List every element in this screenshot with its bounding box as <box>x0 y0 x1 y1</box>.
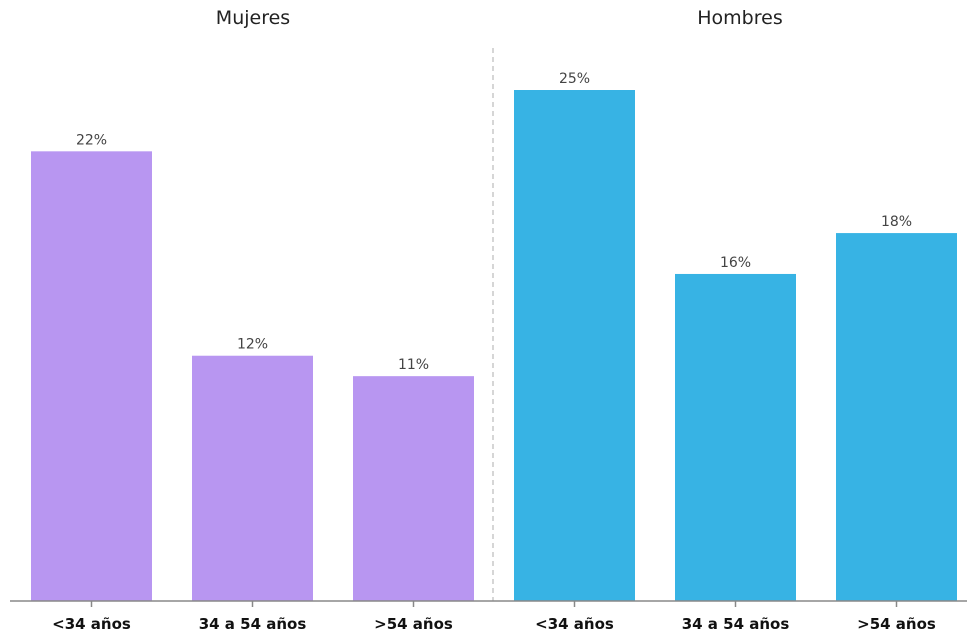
value-label-hombres-1: 16% <box>720 255 751 271</box>
value-label-hombres-0: 25% <box>559 71 590 87</box>
x-ticks-group <box>90 601 898 607</box>
panel-title-mujeres: Mujeres <box>216 7 290 29</box>
x-tick-label-hombres-0: <34 años <box>535 615 614 633</box>
x-tick-label-mujeres-2: >54 años <box>374 615 453 633</box>
bar-hombres-2 <box>836 233 957 601</box>
value-label-hombres-2: 18% <box>881 214 912 230</box>
x-tick-label-mujeres-1: 34 a 54 años <box>199 615 307 633</box>
value-label-mujeres-0: 22% <box>76 132 107 148</box>
value-label-mujeres-1: 12% <box>237 337 268 353</box>
panel-title-hombres: Hombres <box>697 7 782 29</box>
x-tick-label-mujeres-0: <34 años <box>52 615 131 633</box>
bar-mujeres-2 <box>353 376 474 601</box>
x-tick-labels-group: <34 años 34 a 54 años >54 años <34 años 34 a… <box>52 615 936 633</box>
x-tick-label-hombres-2: >54 años <box>857 615 936 633</box>
value-labels-group: 22% 12% 11% 25% 16% 18% <box>76 71 912 373</box>
bars-group <box>31 90 957 601</box>
bar-mujeres-0 <box>31 151 152 601</box>
x-tick-label-hombres-1: 34 a 54 años <box>682 615 790 633</box>
bar-hombres-0 <box>514 90 635 601</box>
bar-hombres-1 <box>675 273 796 601</box>
bar-mujeres-1 <box>192 355 313 601</box>
value-label-mujeres-2: 11% <box>398 357 429 373</box>
